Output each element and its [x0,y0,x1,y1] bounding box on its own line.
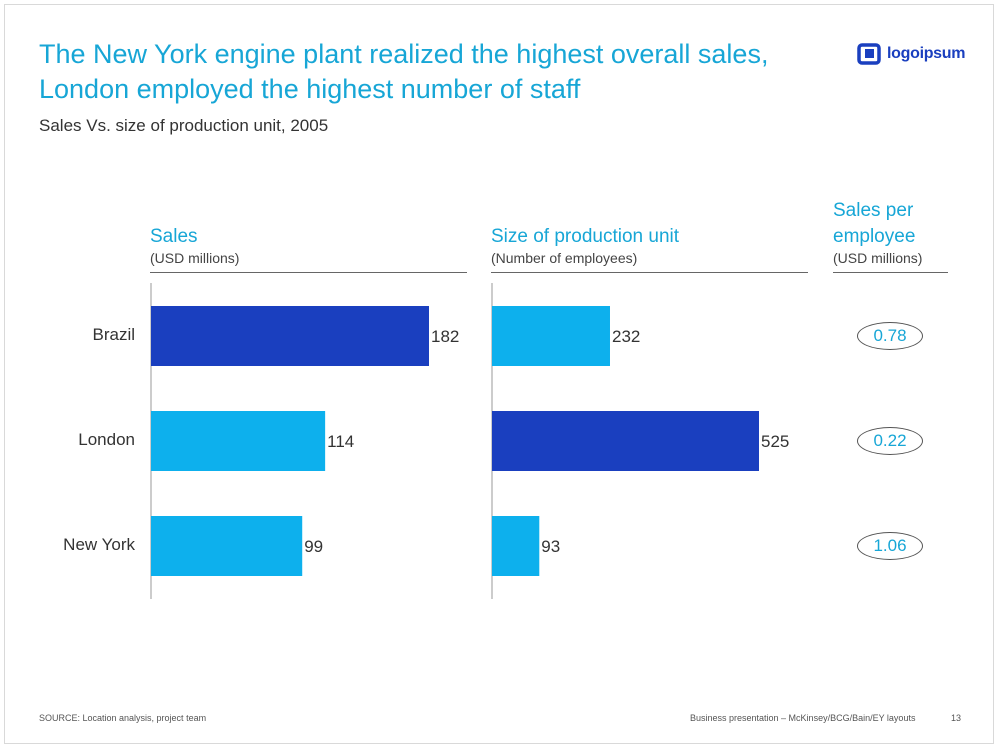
slide-subtitle: Sales Vs. size of production unit, 2005 [39,116,329,135]
employees-value-label-london: 525 [761,432,789,451]
slide: The New York engine plant realized the h… [4,4,994,744]
ratio-value-london: 0.22 [857,427,923,455]
ratio-header-title-2: employee [833,226,916,247]
sales-bar-new-york [151,516,303,576]
source-note: SOURCE: Location analysis, project team [39,713,207,723]
logo: logoipsum [857,42,965,66]
ratio-header-unit: (USD millions) [833,250,923,266]
slide-title-line-1: The New York engine plant realized the h… [39,39,769,69]
sales-value-label-brazil: 182 [431,327,459,346]
ratio-header-rule [833,272,948,273]
ratio-header-title-1: Sales per [833,200,914,221]
employees-bar-brazil [492,306,610,366]
category-label-new-york: New York [63,535,135,554]
ratio-value-new-york: 1.06 [857,532,923,560]
category-label-london: London [78,430,135,449]
employees-header-title: Size of production unit [491,226,680,247]
employees-header-unit: (Number of employees) [491,250,638,266]
sales-header-rule [150,272,467,273]
employees-header-rule [491,272,808,273]
employees-bar-new-york [492,516,540,576]
employees-value-label-new-york: 93 [541,537,560,556]
slide-title: The New York engine plant realized the h… [39,37,839,107]
sales-value-label-london: 114 [327,432,354,451]
sales-bar-london [151,411,326,471]
category-label-brazil: Brazil [92,325,135,344]
sales-value-label-new-york: 99 [304,537,323,556]
logo-icon [857,43,881,65]
sales-bar-brazil [151,306,429,366]
employees-bar-london [492,411,759,471]
sales-header-unit: (USD millions) [150,250,240,266]
footer-text: Business presentation – McKinsey/BCG/Bai… [690,713,916,723]
page-number: 13 [951,713,962,723]
bar-charts: 182 114 99 232 525 93 [150,283,789,599]
logo-text: logoipsum [887,45,966,62]
ratio-value-brazil: 0.78 [857,322,923,350]
sales-header-title: Sales [150,226,198,247]
employees-value-label-brazil: 232 [612,327,640,346]
slide-title-line-2: London employed the highest number of st… [39,74,581,104]
